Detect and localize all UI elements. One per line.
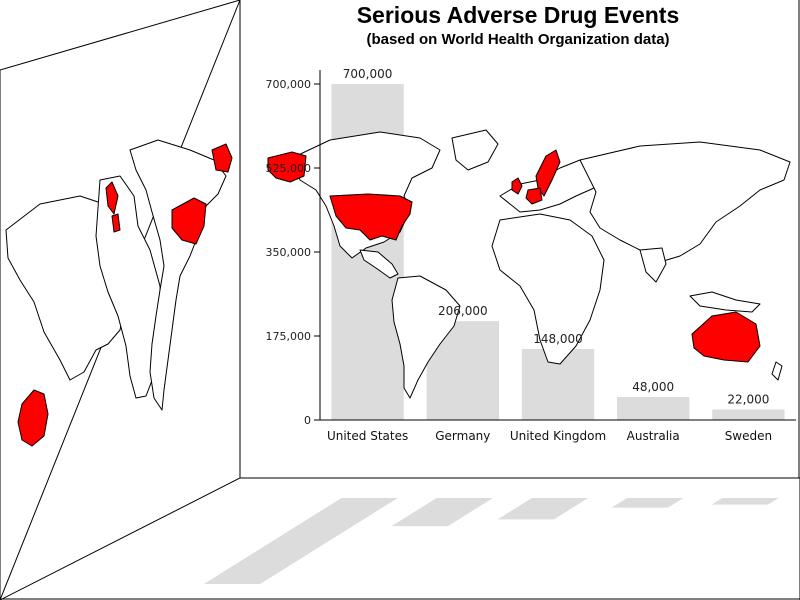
- bar-australia: [617, 396, 690, 420]
- floor-shadow: [711, 498, 779, 505]
- x-categories: United States Germany United Kingdom Austra…: [327, 429, 772, 443]
- floor-shadow: [497, 498, 589, 520]
- y-tick-label: 175,000: [266, 330, 312, 343]
- new-zealand-shape: [771, 361, 783, 381]
- floor-shadow: [391, 498, 493, 527]
- bar-sweden: [712, 409, 785, 420]
- category-label: Germany: [435, 429, 490, 443]
- world-map-left-wall: [5, 139, 233, 447]
- germany-shape: [525, 187, 543, 205]
- left-wall-uk-germany-shape: [111, 213, 121, 233]
- central-america-shape: [359, 249, 399, 279]
- category-label: Sweden: [725, 429, 772, 443]
- y-tick-label: 700,000: [266, 78, 312, 91]
- data-label: 48,000: [632, 380, 674, 394]
- data-label: 700,000: [343, 67, 393, 81]
- indonesia-shape: [689, 291, 761, 313]
- africa-shape: [491, 213, 605, 365]
- y-tick-label: 525,000: [266, 162, 312, 175]
- left-wall-australia-shape: [17, 389, 49, 447]
- data-label: 148,000: [533, 332, 583, 346]
- y-tick-label: 350,000: [266, 246, 312, 259]
- world-map-back: [267, 129, 791, 399]
- australia-shape: [691, 311, 761, 363]
- left-wall-united-states-shape: [171, 197, 207, 245]
- floor-shadows: [203, 498, 779, 584]
- data-label: 22,000: [727, 392, 769, 406]
- alaska-shape: [267, 151, 307, 183]
- y-axis: [319, 70, 796, 421]
- left-wall-alaska-shape: [211, 143, 233, 173]
- united-kingdom-shape: [511, 177, 523, 195]
- category-label: United Kingdom: [510, 429, 606, 443]
- left-wall-sweden-shape: [105, 181, 119, 215]
- category-label: Australia: [627, 429, 680, 443]
- data-labels: 700,000 206,000 148,000 48,000 22,000: [343, 67, 770, 406]
- left-wall-europe-africa-shape: [95, 175, 163, 399]
- category-label: United States: [327, 429, 408, 443]
- chart-title: Serious Adverse Drug Events: [357, 2, 680, 28]
- floor-shadow: [203, 498, 398, 584]
- data-label: 206,000: [438, 304, 488, 318]
- greenland-shape: [451, 129, 499, 171]
- y-tick-label: 0: [304, 414, 311, 427]
- united-states-shape: [329, 193, 413, 241]
- chart-subtitle: (based on World Health Organization data…: [366, 31, 669, 48]
- south-america-shape: [391, 275, 461, 399]
- left-wall-top-edge: [0, 0, 241, 71]
- floor-shadow: [611, 498, 684, 508]
- asia-shape: [579, 141, 791, 263]
- india-shape: [639, 247, 667, 283]
- y-ticks: 0 175,000 350,000 525,000 700,000: [266, 78, 320, 427]
